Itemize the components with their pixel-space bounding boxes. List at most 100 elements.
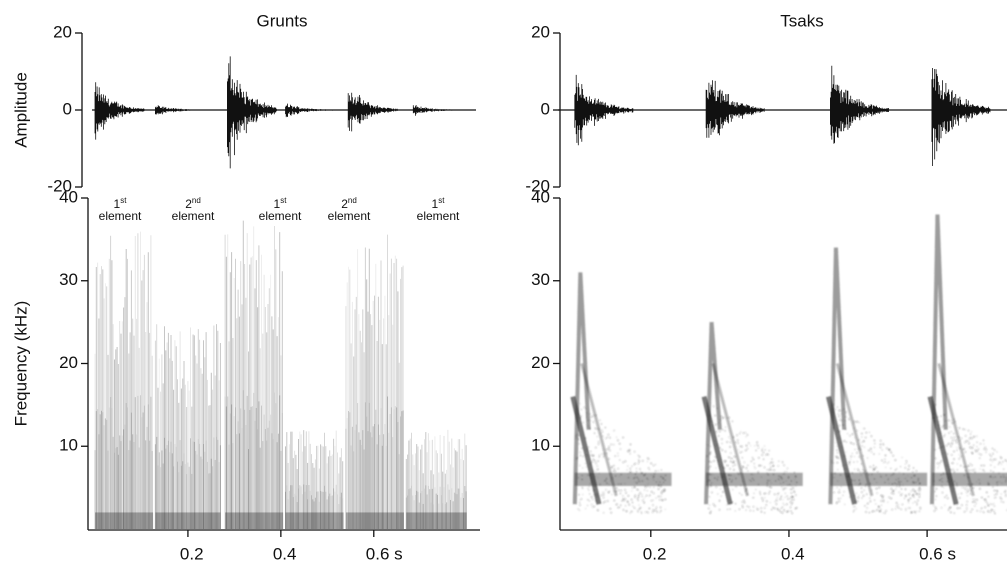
noise [643,496,646,499]
noise [881,496,884,499]
noise [963,510,966,513]
noise [785,510,788,513]
noise [637,496,640,499]
noise [833,491,836,494]
noise [615,487,618,490]
noise [995,492,998,495]
panel-title: Grunts [256,11,307,30]
noise [985,491,988,494]
noise [866,502,869,505]
noise [622,508,625,511]
noise [627,494,630,497]
noise [956,449,959,452]
noise [608,436,611,439]
noise [952,469,955,472]
noise [622,461,625,464]
noise [594,446,597,449]
noise [970,437,973,440]
noise [773,469,776,472]
noise [917,487,920,490]
noise [944,433,947,436]
noise [951,462,954,465]
noise [607,447,610,450]
noise [881,511,884,514]
noise [857,469,860,472]
noise [629,467,632,470]
noise [915,469,918,472]
noise [852,461,855,464]
noise [752,458,755,461]
noise [933,509,936,512]
annotation-ordinal: 1 [274,197,281,211]
noise [901,503,904,506]
noise [578,509,581,512]
annotation-text: element [259,209,302,223]
sweep [570,396,602,505]
panel [570,214,1007,515]
noise [741,500,744,503]
noise [592,414,595,417]
noise [871,510,874,513]
noise [1004,493,1007,496]
noise [750,460,753,463]
noise [972,444,975,447]
noise [915,510,918,513]
noise [959,464,962,467]
noise [865,510,868,513]
noise [999,496,1002,499]
noise [949,506,952,509]
noise [746,469,749,472]
noise [790,485,793,488]
noise [852,510,855,513]
noise [993,509,996,512]
noise [724,460,727,463]
noise [890,487,893,490]
noise [935,495,938,498]
noise [610,465,613,468]
noise [883,461,886,464]
noise [891,508,894,511]
noise [781,511,784,514]
noise [960,437,963,440]
noise [835,455,838,458]
noise [942,424,945,427]
noise [781,485,784,488]
noise [951,442,954,445]
noise [953,458,956,461]
noise [973,435,976,438]
noise [964,434,967,437]
noise [918,495,921,498]
noise [639,470,642,473]
noise [646,460,649,463]
noise [639,506,642,509]
noise [634,496,637,499]
noise [974,449,977,452]
noise [627,449,630,452]
noise [979,442,982,445]
sweep [937,363,975,497]
noise [849,458,852,461]
noise [862,468,865,471]
tsak-call [825,247,928,515]
noise [577,493,580,496]
noise [591,460,594,463]
noise [916,503,919,506]
noise [652,508,655,511]
noise [617,489,620,492]
noise [776,500,779,503]
noise [757,456,760,459]
noise [627,501,630,504]
noise [712,405,715,408]
noise [765,500,768,503]
noise [624,488,627,491]
noise [932,504,935,507]
x-tick-label: 0.2 [643,544,667,563]
noise [728,416,731,419]
noise [886,462,889,465]
noise [989,502,992,505]
noise [942,486,945,489]
noise [635,470,638,473]
noise [900,487,903,490]
noise [718,445,721,448]
noise [918,493,921,496]
